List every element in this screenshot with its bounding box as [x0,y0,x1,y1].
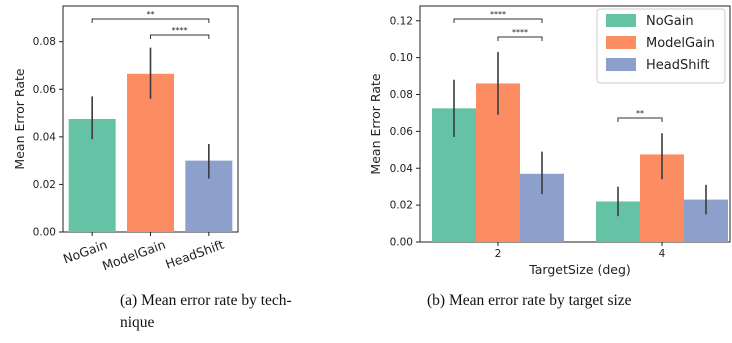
chart-b-legend-label: NoGain [646,14,694,29]
chart-a-y-tick-label: 0.08 [33,36,56,48]
chart-b-y-axis-label: Mean Error Rate [368,73,383,174]
chart-b-x-tick-label: 2 [495,248,502,260]
chart-b-y-tick-label: 0.08 [390,89,413,101]
chart-b-x-tick-label: 4 [659,248,666,260]
chart-b-legend-label: ModelGain [646,36,715,51]
chart-b-significance-1-line [453,18,543,23]
chart-b-legend-swatch [606,36,636,49]
chart-b-y-tick-label: 0.10 [390,52,413,64]
chart-b-significance-2-label: **** [512,28,528,37]
chart-a-y-tick-label: 0.04 [33,131,57,143]
chart-a-significance-2-line [150,34,210,39]
chart-b-significance-2-line [497,36,543,41]
chart-b: Mean Error Rate TargetSize (deg) (b) Mea… [368,5,731,309]
chart-a-caption-line2: nique [120,314,155,331]
chart-b-y-tick-label: 0.06 [390,126,414,138]
chart-b-legend-swatch [606,14,636,27]
chart-a-y-tick-label: 0.02 [33,179,56,191]
chart-b-significance-1-label: **** [490,10,506,19]
chart-a-significance-1-label: ** [147,10,155,19]
chart-b-y-tick-label: 0.02 [390,200,413,212]
chart-b-legend: NoGain ModelGain HeadShift [596,8,726,84]
chart-b-y-tick-label: 0.04 [390,163,414,175]
chart-b-legend-label: HeadShift [646,58,710,73]
chart-a-y-axis-label: Mean Error Rate [12,68,27,169]
chart-a-caption-line1: (a) Mean error rate by tech- [120,292,292,309]
chart-b-significance-3-line [617,117,663,122]
chart-b-significance-3-label: ** [636,109,644,118]
chart-a-bar [127,73,174,232]
chart-a-significance-2-label: **** [172,26,188,35]
chart-b-x-axis-label: TargetSize (deg) [528,262,631,277]
chart-a-x-tick-label: ModelGain [100,237,167,274]
chart-a: Mean Error Rate (a) Mean error rate by t… [12,5,292,331]
chart-b-legend-swatch [606,58,636,71]
chart-a-y-tick-label: 0.00 [33,227,56,239]
chart-a-significance-1-line [91,18,210,23]
chart-b-plot-frame [419,5,731,243]
chart-b-y-tick-label: 0.12 [390,15,413,27]
chart-b-caption: (b) Mean error rate by target size [427,292,632,309]
chart-a-x-tick-label: HeadShift [163,237,226,272]
chart-b-y-tick-label: 0.00 [390,237,413,249]
chart-a-y-tick-label: 0.06 [33,84,57,96]
